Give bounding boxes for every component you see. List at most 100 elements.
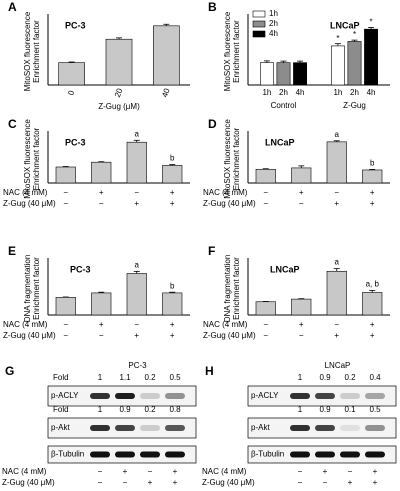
panel-letter: D (208, 117, 217, 131)
x-tick-label: Z-Gug (343, 101, 366, 110)
fold-value: 0.9 (119, 405, 131, 414)
significance-mark: a (335, 130, 340, 139)
chart-title: LNCaP (265, 137, 295, 147)
condition-sign: + (99, 320, 104, 329)
legend-label: 2h (269, 19, 278, 28)
blot-label: β-Tubulin (251, 450, 284, 459)
y-axis-label: Enrichment factor (32, 127, 41, 190)
blot-band (290, 425, 310, 431)
condition-label: Z-Gug (40 μM) (2, 478, 55, 487)
blot-band (90, 451, 110, 458)
y-axis-label: Enrichment factor (232, 127, 241, 190)
condition-sign: + (299, 320, 304, 329)
blot-band (315, 393, 335, 399)
bar (364, 28, 378, 86)
blot-band (140, 451, 160, 458)
blot-band (165, 425, 185, 431)
bar-sub-label: 4h (367, 88, 376, 97)
condition-sign: + (323, 467, 328, 476)
blot-band (90, 425, 110, 431)
condition-sign: + (170, 188, 175, 197)
bar (362, 292, 383, 316)
condition-sign: − (98, 478, 103, 487)
bar (162, 165, 183, 184)
condition-sign: + (370, 320, 375, 329)
blot-band (315, 451, 335, 458)
bar (126, 273, 147, 316)
y-axis-label: Enrichment factor (32, 20, 41, 83)
condition-sign: − (348, 467, 353, 476)
bar (91, 161, 112, 184)
fold-value: 0.2 (344, 373, 356, 382)
chart-title: LNCaP (270, 264, 300, 274)
fold-value: 1 (298, 405, 303, 414)
condition-sign: + (373, 467, 378, 476)
condition-sign: + (373, 478, 378, 487)
fold-value: 0.4 (369, 373, 381, 382)
legend-swatch (252, 10, 266, 18)
y-axis-label: MitoSOX fluorescence (23, 11, 32, 91)
condition-sign: − (263, 331, 268, 340)
panel-letter: G (5, 364, 14, 378)
panel-letter: E (8, 244, 16, 258)
y-axis-label: MitoSOX fluorescence (223, 119, 232, 199)
condition-sign: − (99, 331, 104, 340)
legend-swatch (252, 30, 266, 38)
bar-sub-label: 1h (333, 88, 342, 97)
significance-mark: * (353, 30, 356, 39)
significance-mark: b (370, 159, 375, 168)
bar (362, 169, 383, 184)
fold-value: 0.9 (319, 373, 331, 382)
fold-value: 0.1 (344, 405, 356, 414)
bar (331, 45, 345, 86)
condition-label: Z-Gug (40 μM) (203, 331, 256, 340)
y-axis-label: DNA fragmentation (23, 255, 32, 323)
bar (255, 301, 276, 316)
fold-value: 0.2 (144, 373, 156, 382)
blot-band (365, 425, 385, 431)
significance-mark: b (170, 281, 175, 290)
chart-title: LNCaP (330, 20, 360, 30)
significance-mark: * (370, 17, 373, 26)
condition-sign: + (370, 188, 375, 197)
bar (105, 38, 133, 86)
condition-sign: + (173, 467, 178, 476)
blot-band (365, 393, 385, 399)
panel-letter: C (8, 117, 17, 131)
bar (291, 167, 312, 184)
fold-value: 1 (98, 405, 103, 414)
condition-sign: − (299, 199, 304, 208)
condition-sign: − (148, 467, 153, 476)
x-tick-label: 0 (66, 89, 76, 97)
fold-value: 0.8 (169, 405, 181, 414)
significance-mark: b (170, 154, 175, 163)
y-axis-label: DNA fragmentation (223, 255, 232, 323)
blot-band (290, 451, 310, 458)
legend-label: 1h (269, 9, 278, 18)
panel-letter: F (208, 244, 215, 258)
condition-sign: − (63, 199, 68, 208)
bar (326, 270, 347, 316)
blot-label: β-Tubulin (51, 450, 84, 459)
condition-sign: + (170, 320, 175, 329)
bar (58, 62, 85, 86)
condition-sign: − (99, 199, 104, 208)
bar-sub-label: 2h (279, 88, 288, 97)
condition-sign: + (348, 478, 353, 487)
y-axis-label: Enrichment factor (32, 257, 41, 320)
blot-band (365, 451, 385, 458)
condition-sign: − (323, 478, 328, 487)
bar (153, 25, 180, 86)
condition-sign: − (63, 320, 68, 329)
condition-sign: − (98, 467, 103, 476)
cell-line-label: LNCaP (325, 361, 351, 370)
condition-label: Z-Gug (40 μM) (3, 331, 56, 340)
condition-sign: + (334, 331, 339, 340)
condition-sign: − (63, 331, 68, 340)
condition-label: NAC (4 mM) (202, 467, 247, 476)
condition-sign: + (148, 478, 153, 487)
legend-swatch (252, 20, 266, 28)
condition-sign: + (170, 199, 175, 208)
bar-sub-label: 1h (262, 88, 271, 97)
